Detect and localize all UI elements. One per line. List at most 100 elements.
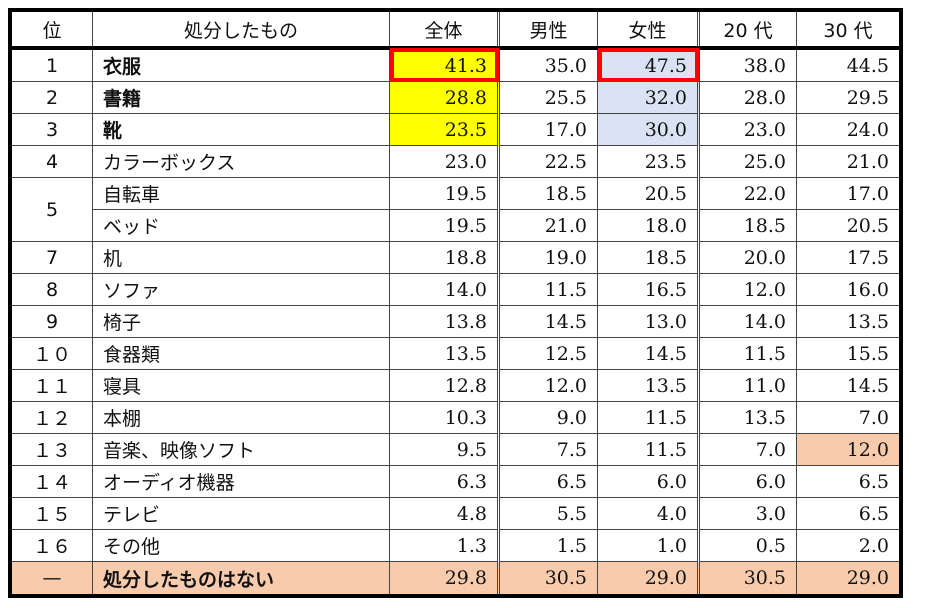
- table-row: １４ オーディオ機器 6.3 6.5 6.0 6.0 6.5: [9, 465, 902, 498]
- female-cell: 16.5: [597, 273, 700, 306]
- table-row: 9 椅子 13.8 14.5 13.0 14.0 13.5: [9, 305, 902, 338]
- age20-cell: 23.0: [698, 113, 797, 146]
- male-cell: 17.0: [498, 113, 598, 146]
- rank-cell: １２: [9, 401, 93, 434]
- age20-cell: 22.0: [698, 177, 797, 210]
- male-cell: 9.0: [498, 401, 598, 434]
- male-cell: 14.5: [498, 305, 598, 338]
- all-cell: 18.8: [389, 241, 500, 274]
- table-row: 1 衣服 41.3 35.0 47.5 38.0 44.5: [9, 47, 902, 82]
- male-cell: 12.5: [498, 337, 598, 370]
- rank-cell: １６: [9, 529, 93, 562]
- age20-cell: 14.0: [698, 305, 797, 338]
- age20-cell: 12.0: [698, 273, 797, 306]
- male-cell: 1.5: [498, 529, 598, 562]
- table-row: 8 ソファ 14.0 11.5 16.5 12.0 16.0: [9, 273, 902, 306]
- item-cell: ベッド: [92, 209, 390, 242]
- female-cell: 13.5: [597, 369, 700, 402]
- female-cell: 11.5: [597, 401, 700, 434]
- age30-cell: 12.0: [796, 433, 902, 466]
- table-row: １６ その他 1.3 1.5 1.0 0.5 2.0: [9, 529, 902, 562]
- male-cell: 11.5: [498, 273, 598, 306]
- age30-cell: 13.5: [796, 305, 902, 338]
- item-cell: 机: [92, 241, 390, 274]
- age20-cell: 30.5: [698, 561, 797, 597]
- item-cell: 音楽、映像ソフト: [92, 433, 390, 466]
- age20-cell: 11.0: [698, 369, 797, 402]
- header-all: 全体: [389, 9, 500, 50]
- all-cell: 19.5: [389, 209, 500, 242]
- male-cell: 6.5: [498, 465, 598, 498]
- all-cell: 4.8: [389, 497, 500, 530]
- all-cell: 14.0: [389, 273, 500, 306]
- rank-cell: 8: [9, 273, 93, 306]
- age30-cell: 20.5: [796, 209, 902, 242]
- age30-cell: 24.0: [796, 113, 902, 146]
- item-cell: その他: [92, 529, 390, 562]
- age20-cell: 0.5: [698, 529, 797, 562]
- item-cell: 本棚: [92, 401, 390, 434]
- male-cell: 30.5: [498, 561, 598, 597]
- age30-cell: 6.5: [796, 465, 902, 498]
- female-cell: 32.0: [597, 81, 700, 114]
- female-cell: 18.5: [597, 241, 700, 274]
- table-row: 4 カラーボックス 23.0 22.5 23.5 25.0 21.0: [9, 145, 902, 178]
- all-cell: 19.5: [389, 177, 500, 210]
- age30-cell: 29.0: [796, 561, 902, 597]
- female-cell: 1.0: [597, 529, 700, 562]
- item-cell: 書籍: [92, 81, 390, 114]
- table-row: ベッド 19.5 21.0 18.0 18.5 20.5: [10, 209, 902, 242]
- header-item: 処分したもの: [92, 9, 390, 50]
- age30-cell: 17.5: [796, 241, 902, 274]
- female-cell: 4.0: [597, 497, 700, 530]
- all-cell: 23.0: [389, 145, 500, 178]
- age30-cell: 6.5: [796, 497, 902, 530]
- rank-cell: １１: [9, 369, 93, 402]
- male-cell: 22.5: [498, 145, 598, 178]
- age20-cell: 6.0: [698, 465, 797, 498]
- male-cell: 35.0: [498, 47, 598, 82]
- all-cell: 13.5: [389, 337, 500, 370]
- female-cell: 14.5: [597, 337, 700, 370]
- item-cell: 食器類: [92, 337, 390, 370]
- rank-cell: 4: [9, 145, 93, 178]
- age30-cell: 17.0: [796, 177, 902, 210]
- rank-cell: 9: [9, 305, 93, 338]
- age20-cell: 28.0: [698, 81, 797, 114]
- table-row: 5 自転車 19.5 18.5 20.5 22.0 17.0: [9, 177, 902, 242]
- age30-cell: 16.0: [796, 273, 902, 306]
- rank-cell: １４: [9, 465, 93, 498]
- male-cell: 25.5: [498, 81, 598, 114]
- header-female: 女性: [597, 9, 700, 50]
- item-cell: 靴: [92, 113, 390, 146]
- age30-cell: 2.0: [796, 529, 902, 562]
- item-cell: 椅子: [92, 305, 390, 338]
- item-cell: ソファ: [92, 273, 390, 306]
- item-cell: 自転車: [92, 177, 390, 210]
- female-cell: 13.0: [597, 305, 700, 338]
- all-cell: 29.8: [389, 561, 500, 597]
- rank-cell: 1: [9, 47, 93, 82]
- age30-cell: 29.5: [796, 81, 902, 114]
- all-cell: 23.5: [389, 113, 500, 146]
- header-row: 位 処分したもの 全体 男性 女性 20 代 30 代: [9, 9, 902, 50]
- female-cell: 11.5: [597, 433, 700, 466]
- header-rank: 位: [9, 9, 93, 50]
- female-cell: 30.0: [597, 113, 700, 146]
- age20-cell: 11.5: [698, 337, 797, 370]
- all-cell: 1.3: [389, 529, 500, 562]
- item-cell: テレビ: [92, 497, 390, 530]
- item-cell: 処分したものはない: [92, 561, 390, 597]
- male-cell: 21.0: [498, 209, 598, 242]
- rank-cell: 2: [9, 81, 93, 114]
- male-cell: 19.0: [498, 241, 598, 274]
- item-cell: カラーボックス: [92, 145, 390, 178]
- male-cell: 18.5: [498, 177, 598, 210]
- item-cell: 衣服: [92, 47, 390, 82]
- table-row: １０ 食器類 13.5 12.5 14.5 11.5 15.5: [9, 337, 902, 370]
- header-age30: 30 代: [796, 9, 902, 50]
- header-male: 男性: [498, 9, 598, 50]
- all-cell: 12.8: [389, 369, 500, 402]
- rank-cell: １５: [9, 497, 93, 530]
- male-cell: 7.5: [498, 433, 598, 466]
